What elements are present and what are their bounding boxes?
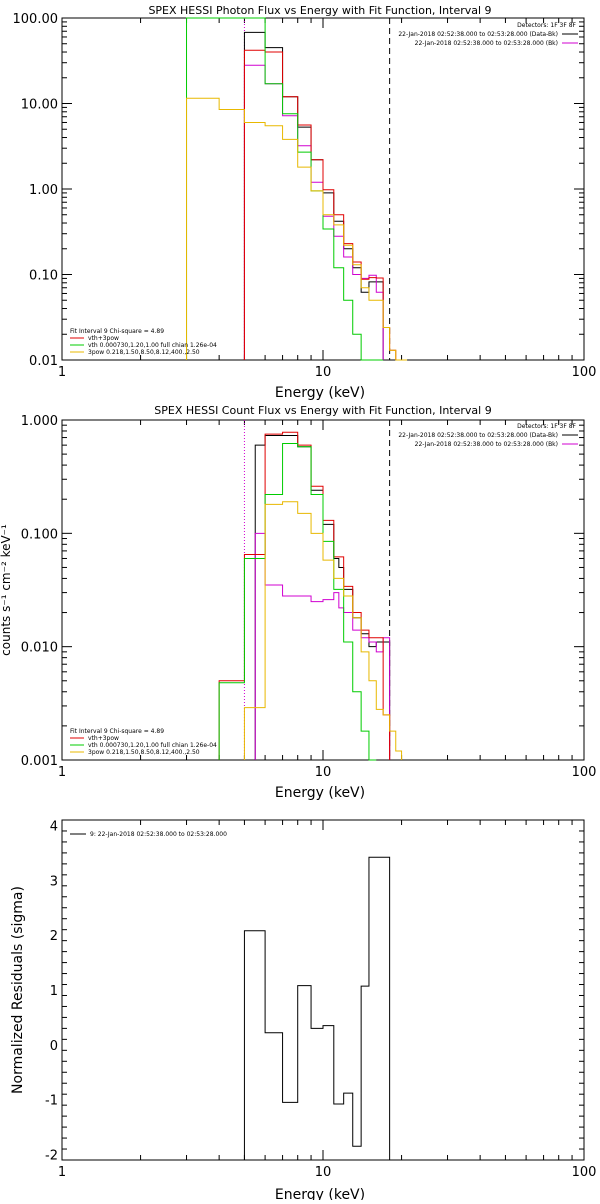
panel2-title: SPEX HESSI Count Flux vs Energy with Fit…: [154, 404, 491, 417]
panel2-ytick-label: 0.001: [21, 754, 58, 769]
panel1-xtick-label: 10: [315, 365, 332, 380]
panel2-series-4: [243, 501, 403, 760]
panel2-ytick-label: 1.000: [21, 414, 58, 429]
panel3-ytick-label: -1: [45, 1094, 58, 1109]
panel2-legend-bottom: Fit Interval 9 Chi-square = 4.89 vth+3po…: [70, 728, 217, 756]
panel1-series: [186, 17, 408, 361]
panel2-xtick-label: 10: [315, 765, 332, 780]
panel3-series: [243, 856, 391, 1160]
panel2-series: [218, 431, 403, 761]
panel3-legend-label: 9: 22-Jan-2018 02:52:38.000 to 02:53:28.…: [90, 831, 227, 838]
panel3-ytick-label: 2: [50, 929, 58, 944]
panel1-axes: 1 10 100 0.01 0.10 1.00 10.00 100.00: [13, 12, 597, 380]
panel1-title: SPEX HESSI Photon Flux vs Energy with Fi…: [148, 4, 491, 17]
panel1-xtick-label: 100: [572, 365, 597, 380]
panel1-legend-bk: 22-Jan-2018 02:52:38.000 to 02:53:28.000…: [415, 40, 558, 47]
panel3-xtick-label: 1: [58, 1165, 66, 1180]
panel1-ytick-label: 1.00: [29, 183, 58, 198]
panel1-legend-vth3pow: vth+3pow: [88, 335, 119, 342]
count-flux-panel: SPEX HESSI Count Flux vs Energy with Fit…: [0, 404, 596, 801]
panel3-xtick-label: 100: [572, 1165, 597, 1180]
panel1-legend-databk: 22-Jan-2018 02:52:38.000 to 02:53:28.000…: [398, 31, 558, 38]
panel1-ytick-label: 0.10: [29, 269, 58, 284]
panel2-ylabel: counts s⁻¹ cm⁻² keV⁻¹: [0, 524, 13, 656]
panel2-legend-vth: vth 0.000730,1.20,1.00 full chian 1.26e-…: [88, 742, 217, 749]
panel1-legend-detectors: Detectors: 1F 3F 8F: [517, 22, 576, 29]
panel2-legend-bk: 22-Jan-2018 02:52:38.000 to 02:53:28.000…: [415, 441, 558, 448]
panel3-ytick-label: 4: [50, 819, 58, 834]
panel2-plot-frame: [61, 419, 585, 761]
panel2-legend-vth3pow: vth+3pow: [88, 735, 119, 742]
panel1-xtick-label: 1: [58, 365, 66, 380]
panel3-series-0: [243, 856, 391, 1160]
panel2-legend-3pow: 3pow 0.218,1.50,8.50,8.12,400.,2.50: [88, 749, 200, 756]
panel1-ytick-label: 100.00: [13, 12, 59, 27]
panel3-ytick-label: -2: [45, 1149, 58, 1164]
panel1-legend-3pow: 3pow 0.218,1.50,8.50,8.12,400.,2.50: [88, 349, 200, 356]
panel2-series-2: [218, 431, 391, 760]
panel3-xlabel: Energy (keV): [275, 1187, 365, 1200]
residuals-panel: 1 10 100 -2 -1 0 1 2 3 4 9: 22-Jan-2018 02:52:38.…: [10, 819, 596, 1203]
panel1-ytick-label: 10.00: [21, 98, 58, 113]
panel2-series-0: [254, 434, 391, 760]
panel1-legend-bottom: Fit Interval 9 Chi-square = 4.89 vth+3po…: [70, 328, 217, 356]
panel3-ytick-label: 0: [50, 1039, 58, 1054]
panel3-ylabel: Normalized Residuals (sigma): [10, 886, 26, 1094]
panel1-legend-top: Detectors: 1F 3F 8F 22-Jan-2018 02:52:38…: [398, 22, 578, 47]
panel1-series-4: [186, 97, 408, 361]
panel1-series-1: [243, 64, 384, 360]
panel2-legend-fit: Fit Interval 9 Chi-square = 4.89: [70, 728, 164, 735]
panel3-ytick-label: 3: [50, 874, 58, 889]
panel2-ytick-label: 0.100: [21, 527, 58, 542]
panel3-xtick-label: 10: [315, 1165, 332, 1180]
panel1-series-3: [186, 17, 384, 361]
panel2-xtick-label: 100: [572, 765, 597, 780]
panel2-xlabel: Energy (keV): [275, 785, 365, 801]
panel2-legend-top: Detectors: 1F 3F 8F 22-Jan-2018 02:52:38…: [398, 423, 578, 448]
panel1-ytick-label: 0.01: [29, 354, 58, 369]
photon-flux-panel: SPEX HESSI Photon Flux vs Energy with Fi…: [13, 4, 597, 401]
panel1-series-2: [243, 49, 397, 360]
panel3-axes: 1 10 100 -2 -1 0 1 2 3 4: [45, 819, 596, 1180]
panel3-ytick-label: 1: [50, 984, 58, 999]
panel2-legend-detectors: Detectors: 1F 3F 8F: [517, 423, 576, 430]
panel1-xlabel: Energy (keV): [275, 385, 365, 401]
panel2-axes: 1 10 100 0.001 0.010 0.100 1.000: [21, 414, 597, 780]
panel2-xtick-label: 1: [58, 765, 66, 780]
panel1-legend-fit: Fit Interval 9 Chi-square = 4.89: [70, 328, 164, 335]
panel2-legend-databk: 22-Jan-2018 02:52:38.000 to 02:53:28.000…: [398, 432, 558, 439]
panel2-ytick-label: 0.010: [21, 641, 58, 656]
panel1-legend-vth: vth 0.000730,1.20,1.00 full chian 1.26e-…: [88, 342, 217, 349]
panel3-plot-frame: [61, 819, 585, 1161]
panel2-series-1: [254, 532, 391, 760]
panel3-legend: 9: 22-Jan-2018 02:52:38.000 to 02:53:28.…: [70, 831, 227, 838]
